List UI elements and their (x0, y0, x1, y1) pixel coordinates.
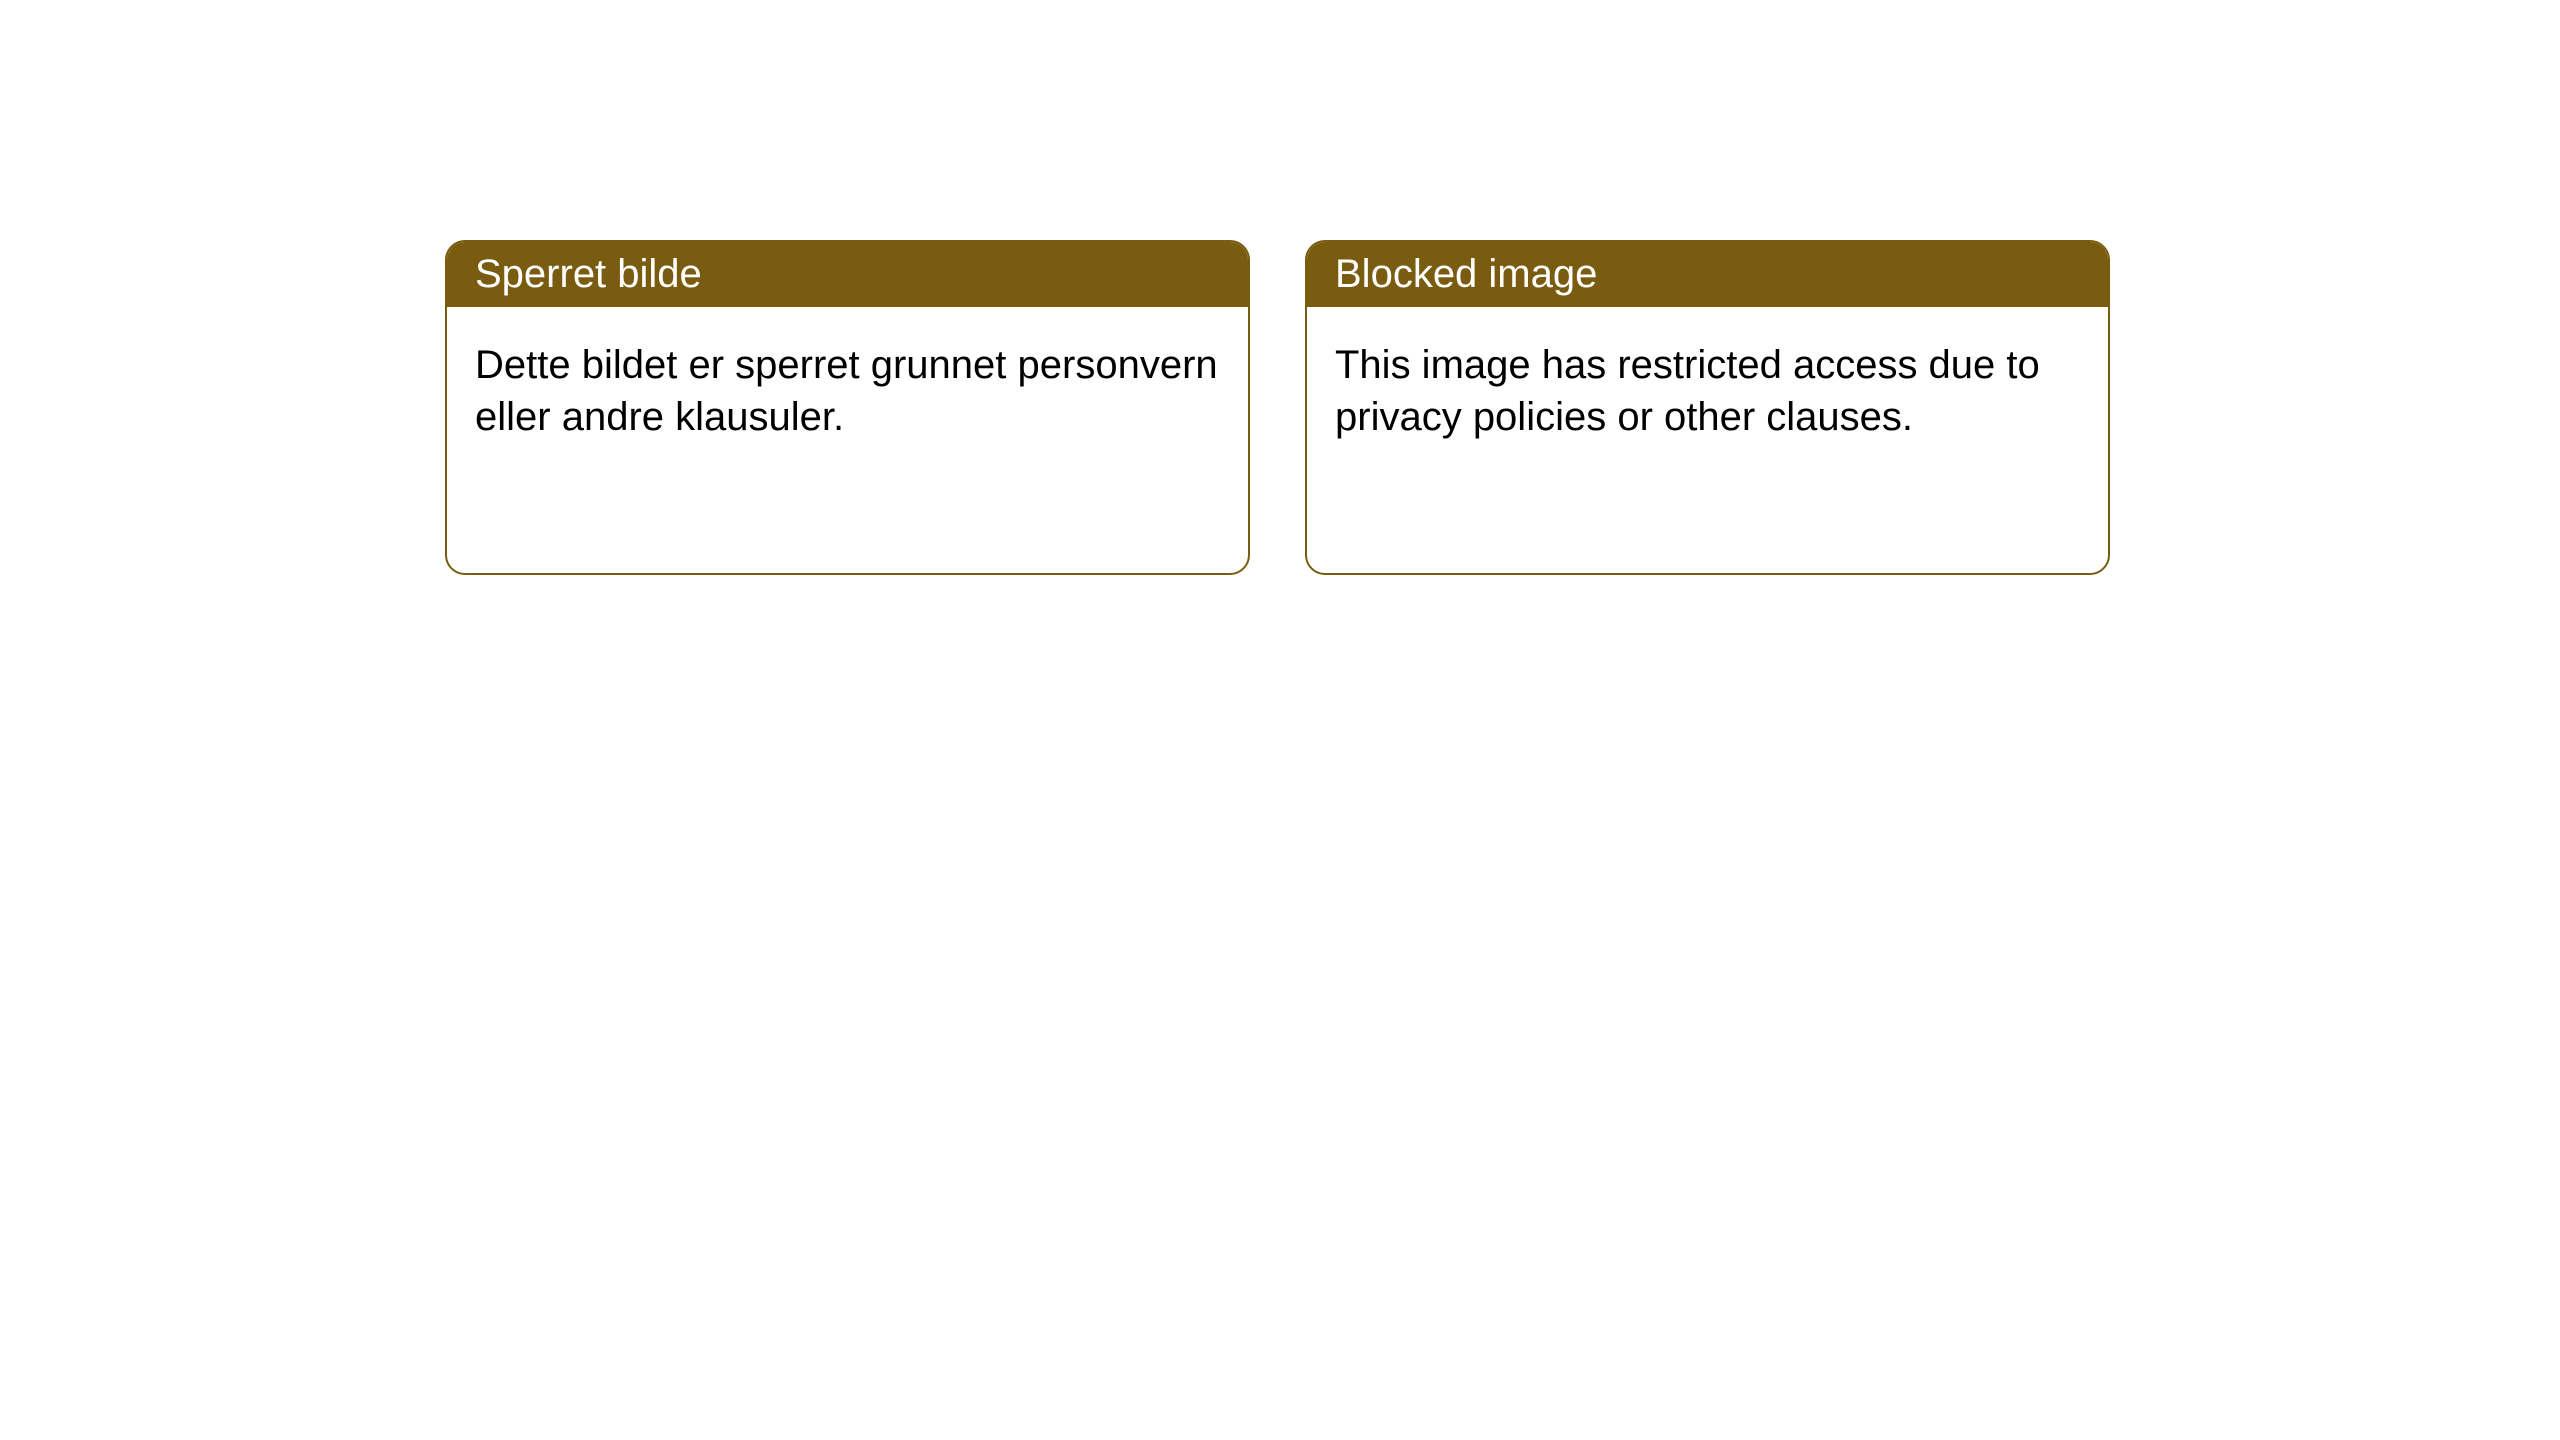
notice-card-norwegian: Sperret bilde Dette bildet er sperret gr… (445, 240, 1250, 575)
notice-card-title: Sperret bilde (475, 252, 702, 296)
notice-card-title: Blocked image (1335, 252, 1597, 296)
notice-card-message: Dette bildet er sperret grunnet personve… (475, 343, 1218, 439)
notice-card-body: Dette bildet er sperret grunnet personve… (447, 307, 1248, 475)
notice-card-message: This image has restricted access due to … (1335, 343, 2040, 439)
notice-card-english: Blocked image This image has restricted … (1305, 240, 2110, 575)
notice-card-header: Blocked image (1307, 242, 2108, 307)
notice-card-body: This image has restricted access due to … (1307, 307, 2108, 475)
notice-cards-container: Sperret bilde Dette bildet er sperret gr… (445, 240, 2110, 575)
notice-card-header: Sperret bilde (447, 242, 1248, 307)
